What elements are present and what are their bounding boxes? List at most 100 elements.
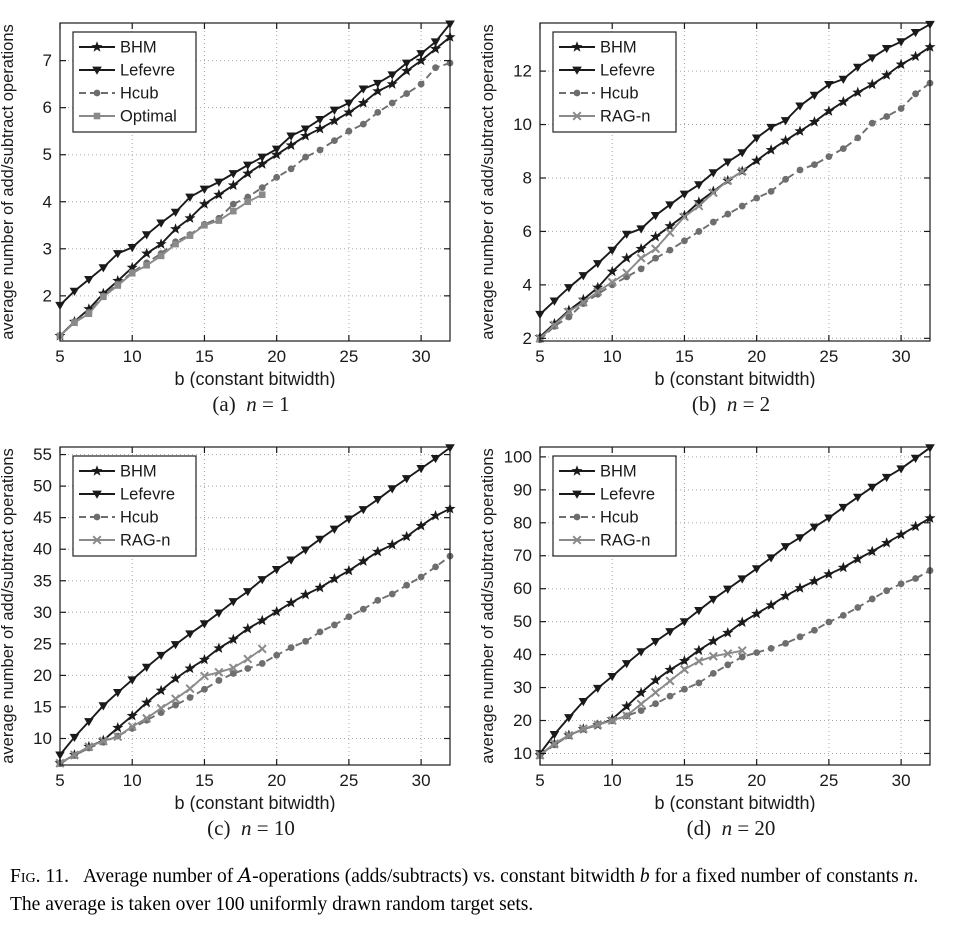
svg-text:RAG-n: RAG-n	[120, 532, 170, 550]
subcaption-d-prefix: (d)	[686, 816, 722, 840]
caption-cal-a: A	[238, 864, 253, 887]
svg-text:20: 20	[747, 771, 766, 790]
svg-text:6: 6	[523, 222, 532, 241]
y-axis-label: average number of add/subtract operation…	[480, 24, 497, 340]
subcaption-c-var: n	[240, 816, 252, 840]
legend-item-Lefevre: Lefevre	[79, 486, 175, 504]
svg-text:15: 15	[195, 347, 214, 366]
svg-text:55: 55	[33, 445, 52, 464]
legend-item-Lefevre: Lefevre	[559, 486, 655, 504]
svg-text:BHM: BHM	[120, 39, 157, 57]
svg-text:30: 30	[33, 603, 52, 622]
series-RAG-n	[535, 646, 747, 760]
svg-text:5: 5	[55, 347, 64, 366]
svg-text:Lefevre: Lefevre	[600, 486, 655, 504]
tick-labels: 5 10 15 20 25 30 2 4 6 8 10 12	[513, 62, 910, 366]
svg-text:15: 15	[675, 347, 694, 366]
legend-item-Hcub: Hcub	[559, 509, 639, 527]
subcaption-b-var: n	[726, 392, 738, 416]
svg-text:25: 25	[339, 347, 358, 366]
legend-item-BHM: BHM	[79, 39, 157, 57]
svg-text:5: 5	[43, 145, 52, 164]
svg-text:25: 25	[339, 771, 358, 790]
x-axis-label: b (constant bitwidth)	[654, 793, 815, 812]
svg-text:80: 80	[513, 513, 532, 532]
chart-c-plot: 5 10 15 20 25 30 10 15 20 25 30 35 40 45 50 55 b (consta…	[0, 432, 480, 812]
legend-item-Hcub: Hcub	[559, 85, 639, 103]
svg-text:30: 30	[412, 771, 431, 790]
svg-text:15: 15	[33, 697, 52, 716]
svg-text:5: 5	[55, 771, 64, 790]
caption-label: Fig. 11.	[10, 866, 70, 887]
svg-text:8: 8	[523, 168, 532, 187]
chart-panel-c: 5 10 15 20 25 30 10 15 20 25 30 35 40 45 50 55 b (consta…	[0, 424, 480, 848]
svg-text:3: 3	[43, 239, 52, 258]
legend-item-BHM: BHM	[559, 39, 637, 57]
svg-text:20: 20	[267, 347, 286, 366]
svg-text:10: 10	[603, 771, 622, 790]
svg-text:100: 100	[504, 447, 532, 466]
svg-text:4: 4	[43, 192, 52, 211]
caption-seg2: -operations (adds/subtracts) vs. constan…	[252, 866, 640, 887]
svg-text:4: 4	[523, 275, 532, 294]
svg-text:10: 10	[603, 347, 622, 366]
svg-text:10: 10	[513, 744, 532, 763]
svg-text:25: 25	[33, 634, 52, 653]
legend-item-Hcub: Hcub	[79, 85, 159, 103]
tick-labels: 5 10 15 20 25 30 10 15 20 25 30 35 40 45 50 55	[33, 445, 430, 790]
svg-text:Hcub: Hcub	[600, 85, 639, 103]
caption-seg1: Average number of	[83, 866, 239, 887]
series-RAG-n	[535, 166, 747, 343]
svg-text:60: 60	[513, 579, 532, 598]
svg-text:BHM: BHM	[120, 463, 157, 481]
svg-text:40: 40	[513, 645, 532, 664]
series-Optimal	[56, 191, 266, 340]
legend-item-RAG-n: RAG-n	[559, 108, 650, 126]
legend-item-Optimal: Optimal	[79, 108, 177, 126]
svg-text:50: 50	[33, 477, 52, 496]
svg-text:50: 50	[513, 612, 532, 631]
svg-text:6: 6	[43, 98, 52, 117]
legend: BHM Lefevre Hcub RAG-n	[72, 455, 197, 557]
caption-var-b: b	[639, 866, 650, 887]
series-Lefevre	[55, 444, 455, 760]
subcaption-a: (a) n = 1	[0, 392, 480, 417]
subcaption-d: (d) n = 20	[480, 816, 960, 841]
subcaption-c-suffix: = 10	[251, 816, 295, 840]
svg-text:45: 45	[33, 508, 52, 527]
series-Lefevre	[535, 444, 935, 759]
axes	[59, 446, 451, 766]
chart-panel-d: 5 10 15 20 25 30 10 20 30 40 50 60 70 80 90 100 b (const…	[480, 424, 960, 848]
caption-var-n: n	[903, 866, 914, 887]
svg-text:30: 30	[513, 678, 532, 697]
svg-text:Lefevre: Lefevre	[120, 486, 175, 504]
svg-text:40: 40	[33, 540, 52, 559]
figure-caption: Fig. 11. Average number of A-operations (…	[10, 862, 952, 918]
svg-text:35: 35	[33, 571, 52, 590]
y-axis-label: average number of add/subtract operation…	[0, 24, 17, 340]
svg-text:5: 5	[535, 347, 544, 366]
subcaption-a-suffix: = 1	[256, 392, 290, 416]
svg-text:Hcub: Hcub	[120, 85, 159, 103]
legend: BHM Lefevre Hcub RAG-n	[552, 31, 677, 133]
caption-seg3: for a fixed number of constants	[649, 866, 904, 887]
svg-text:30: 30	[412, 347, 431, 366]
chart-panel-a: 5 10 15 20 25 30 2 3 4 5 6 7 b (constant bitwidth) av…	[0, 0, 480, 424]
subcaption-b: (b) n = 2	[480, 392, 960, 417]
svg-text:5: 5	[535, 771, 544, 790]
subcaption-b-prefix: (b)	[691, 392, 727, 416]
svg-text:Hcub: Hcub	[120, 509, 159, 527]
svg-text:RAG-n: RAG-n	[600, 532, 650, 550]
tick-labels: 5 10 15 20 25 30 2 3 4 5 6 7	[43, 51, 431, 366]
series-Lefevre	[55, 20, 455, 311]
caption-seg4: . The average is taken over 100 uniforml…	[10, 866, 919, 915]
y-axis-label: average number of add/subtract operation…	[0, 448, 17, 764]
svg-text:12: 12	[513, 62, 532, 81]
svg-text:10: 10	[123, 771, 142, 790]
svg-text:BHM: BHM	[600, 39, 637, 57]
svg-text:25: 25	[819, 347, 838, 366]
svg-text:10: 10	[513, 115, 532, 134]
